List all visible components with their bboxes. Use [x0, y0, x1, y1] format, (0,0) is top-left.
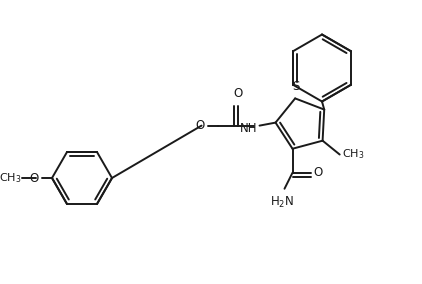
- Text: S: S: [292, 80, 299, 93]
- Text: CH$_3$: CH$_3$: [342, 148, 364, 161]
- Text: NH: NH: [240, 122, 257, 135]
- Text: O: O: [314, 166, 323, 179]
- Text: CH$_3$: CH$_3$: [0, 171, 21, 185]
- Text: O: O: [30, 172, 39, 185]
- Text: O: O: [195, 119, 205, 132]
- Text: H$_2$N: H$_2$N: [271, 195, 295, 210]
- Text: O: O: [233, 87, 242, 100]
